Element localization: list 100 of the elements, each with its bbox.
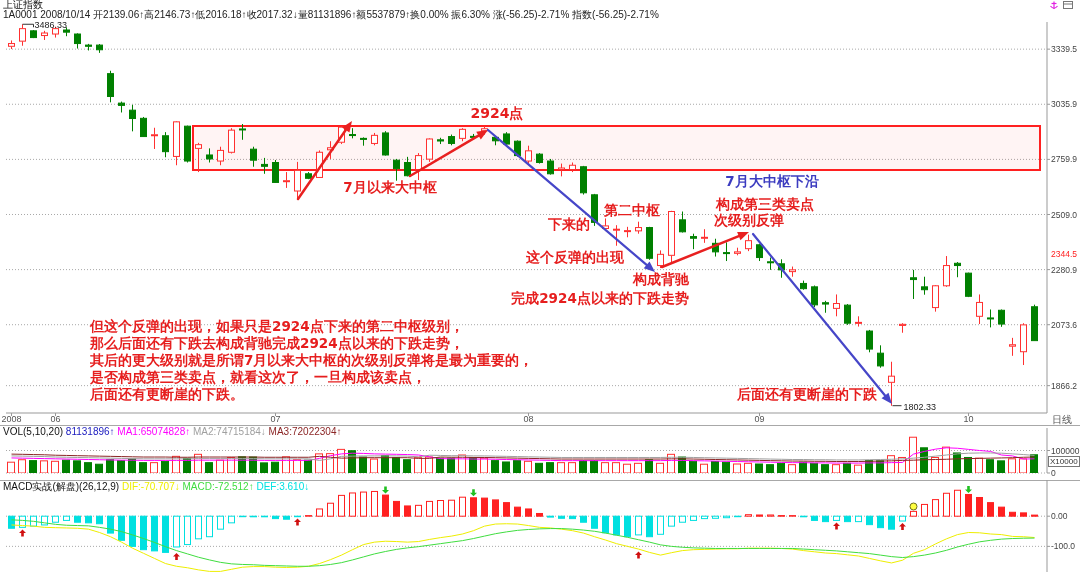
x-axis-title: 日线 <box>1052 413 1072 425</box>
text: MA3:72022304↑ <box>268 426 342 437</box>
bar <box>18 459 26 473</box>
chart-title: VOL(5,10,20) <box>3 426 64 437</box>
bar <box>415 504 422 517</box>
bar <box>459 496 466 517</box>
bar <box>151 515 158 552</box>
annotation: 其后的更大级别就是所谓7月以来大中枢的次级别反弹将是最为重要的， <box>89 352 534 368</box>
bar <box>558 515 565 519</box>
bar <box>811 515 818 521</box>
bar <box>29 460 37 473</box>
bar <box>777 462 785 473</box>
annotation: 后面还有更断崖的下跌 <box>736 386 878 402</box>
line-series <box>11 447 1035 464</box>
bar <box>414 457 422 473</box>
bar <box>128 458 136 473</box>
bar <box>635 515 642 536</box>
bar <box>338 494 345 517</box>
bar <box>788 464 796 473</box>
bar <box>843 462 851 473</box>
bar <box>689 460 697 473</box>
text: DIF:-70.707↓ <box>121 481 180 492</box>
text: MACD:-72.512↑ <box>182 481 254 492</box>
annotation: 下来的 <box>547 216 590 232</box>
bar <box>623 463 631 473</box>
annotation: 这个反弹的出现 <box>525 249 625 265</box>
bar <box>613 515 620 536</box>
bar <box>392 456 400 473</box>
y-tick-label: 1866.2 <box>1051 380 1078 391</box>
candlestick <box>723 241 730 262</box>
candlestick <box>943 255 950 287</box>
bar <box>349 492 356 517</box>
bar <box>646 515 653 538</box>
bar <box>118 515 125 541</box>
y-tick-label: 100000 <box>1051 445 1080 456</box>
bar <box>569 515 576 520</box>
bar <box>668 515 675 527</box>
bar <box>139 462 147 473</box>
annotation: 3486.33 <box>34 19 68 30</box>
bar <box>591 515 598 529</box>
bar <box>701 515 708 520</box>
bar <box>84 462 92 473</box>
bar <box>932 499 939 517</box>
bar <box>612 462 620 473</box>
bar <box>832 464 840 473</box>
bar <box>590 460 598 473</box>
bar <box>931 456 939 473</box>
annotation: 1802.33 <box>903 401 937 412</box>
bar <box>987 502 994 517</box>
y-tick-label: 3035.9 <box>1051 99 1078 110</box>
y-tick-label: -100.0 <box>1051 541 1076 552</box>
bar <box>744 462 752 473</box>
series-label: DEF:3.610↓ <box>256 481 310 492</box>
bar <box>524 460 532 473</box>
bar <box>425 456 433 473</box>
x-tick-label: 10 <box>963 414 974 425</box>
bar <box>854 464 862 473</box>
bar <box>304 459 312 473</box>
bar <box>656 462 664 473</box>
bar <box>514 506 521 517</box>
annotation: 构成第三类卖点 <box>715 196 814 212</box>
bar <box>1008 458 1016 473</box>
chart-title: 上证指数 <box>3 0 43 10</box>
bar <box>888 515 895 530</box>
candlestick <box>129 104 136 132</box>
annotation: 完成2924点以来的下跌走势 <box>511 290 689 306</box>
bar <box>107 515 114 534</box>
bar <box>822 515 829 523</box>
bar <box>711 461 719 473</box>
bar <box>921 503 928 517</box>
annotation: 81131896↑ <box>65 426 115 437</box>
bar <box>502 461 510 473</box>
candlestick <box>360 137 367 147</box>
y-tick-label: 2280.9 <box>1051 264 1078 275</box>
bar <box>370 458 378 473</box>
bar <box>580 515 587 523</box>
bar <box>855 515 862 523</box>
bar <box>217 515 224 530</box>
text: 2344.5 <box>1051 248 1078 259</box>
x-tick-label: 06 <box>50 414 61 425</box>
bar <box>954 489 961 517</box>
bar <box>73 460 81 473</box>
bar <box>51 460 59 473</box>
bar <box>975 457 983 473</box>
bar <box>360 491 367 517</box>
bar <box>712 515 719 519</box>
bar <box>733 463 741 473</box>
chart-title: MACD实战(解盘)(26,12,9) <box>3 481 120 492</box>
bar <box>844 515 851 523</box>
y-tick-label: 2073.6 <box>1051 319 1078 330</box>
bar <box>74 515 81 523</box>
bar <box>1009 511 1016 517</box>
bar <box>404 505 411 517</box>
bar <box>690 515 697 521</box>
bar <box>976 497 983 517</box>
bar <box>436 457 444 473</box>
bar <box>1019 458 1027 473</box>
y-tick-label: 2509.0 <box>1051 209 1078 220</box>
bar <box>513 460 521 473</box>
bar <box>359 456 367 473</box>
